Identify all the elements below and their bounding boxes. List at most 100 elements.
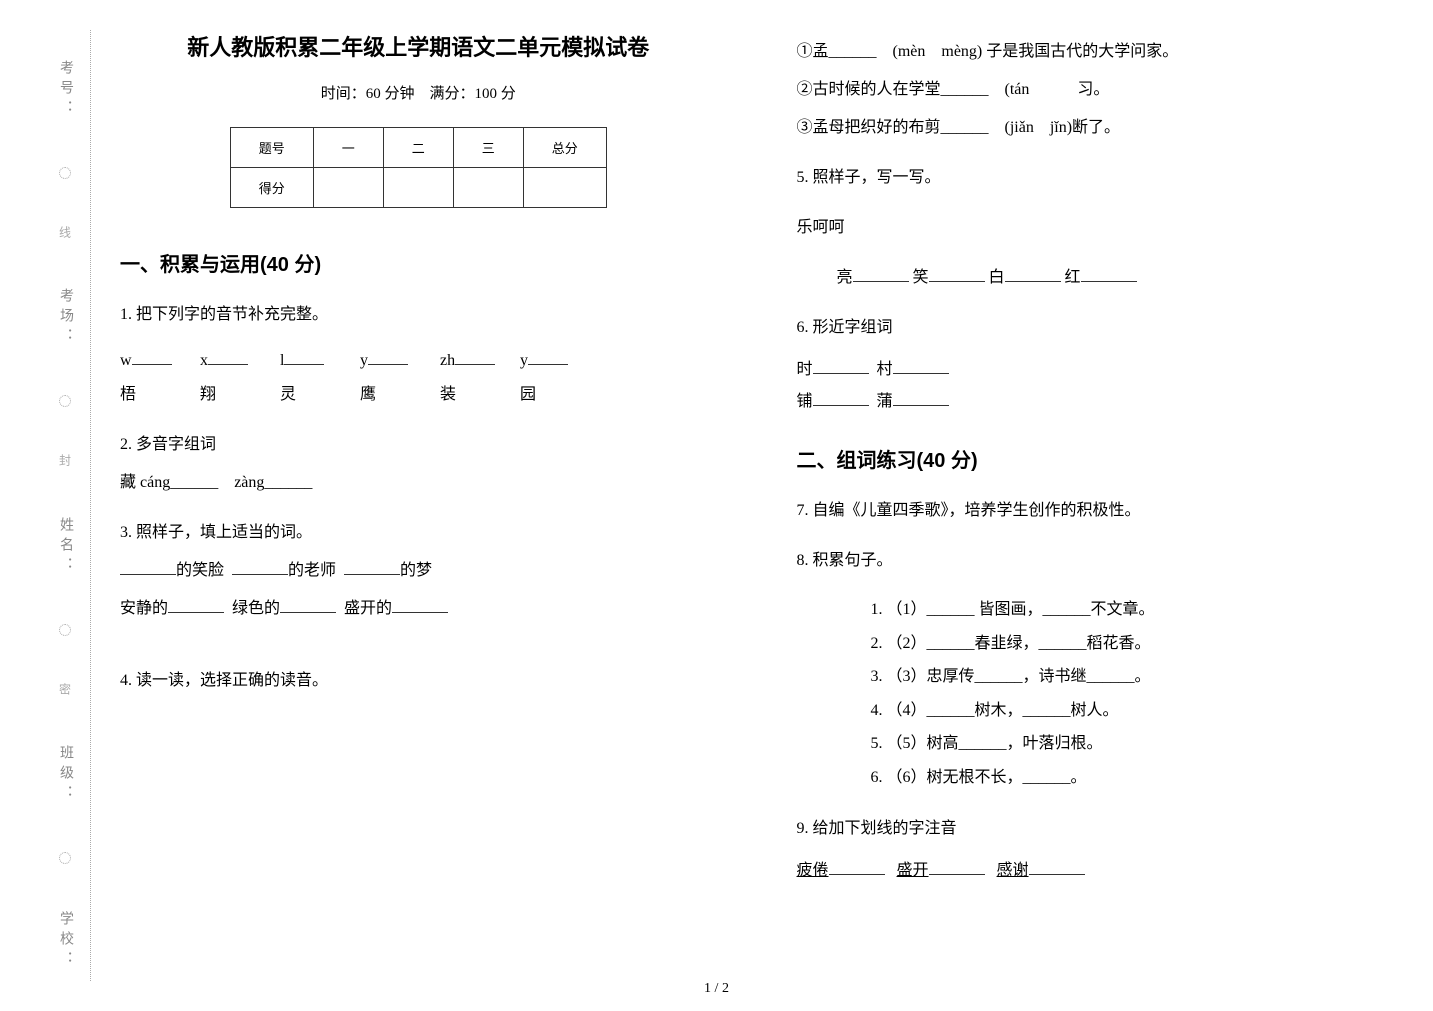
question-5: 5. 照样子，写一写。 乐呵呵 亮 笑 白 红 (797, 162, 1394, 294)
th-2: 二 (383, 128, 453, 168)
blank[interactable] (813, 390, 869, 406)
left-column: 新人教版积累二年级上学期语文二单元模拟试卷 时间：60 分钟 满分：100 分 … (120, 30, 717, 971)
blank[interactable] (344, 559, 400, 575)
q4-line-1: ①孟______ (mèn mèng) 子是我国古代的大学问家。 (797, 36, 1394, 68)
dotword-seal: 封 (57, 454, 74, 474)
table-row: 题号 一 二 三 总分 (230, 128, 606, 168)
binding-circle (59, 395, 71, 407)
q9-num: 9. (797, 820, 809, 837)
score-cell (313, 168, 383, 208)
blank[interactable] (1029, 859, 1085, 875)
blank[interactable] (392, 597, 448, 613)
list-item: （2）______春韭绿，______稻花香。 (887, 627, 1394, 661)
q5-char: 红 (1065, 269, 1081, 286)
binding-circle (59, 167, 71, 179)
pinyin-item: zh 装 (440, 345, 496, 411)
blank[interactable] (455, 349, 495, 365)
page-body: 新人教版积累二年级上学期语文二单元模拟试卷 时间：60 分钟 满分：100 分 … (120, 30, 1393, 971)
blank[interactable] (829, 859, 885, 875)
pinyin-item: y 鹰 (360, 345, 416, 411)
q4-num: 4. (120, 672, 132, 689)
blank[interactable] (1005, 266, 1061, 282)
pinyin-letter: zh (440, 345, 455, 377)
blank[interactable] (893, 390, 949, 406)
section-2-heading: 二、组词练习(40 分) (797, 444, 1394, 473)
blank[interactable] (168, 597, 224, 613)
blank[interactable] (1081, 266, 1137, 282)
pinyin-char: 园 (520, 379, 536, 411)
row-label: 得分 (230, 168, 313, 208)
th-total: 总分 (523, 128, 606, 168)
page-number: 1 / 2 (704, 981, 729, 997)
binding-circle (59, 624, 71, 636)
score-cell (453, 168, 523, 208)
pinyin-item: l 灵 (280, 345, 336, 411)
q4-text: 读一读，选择正确的读音。 (136, 672, 328, 689)
blank[interactable] (368, 349, 408, 365)
q9-word: 感谢 (997, 862, 1029, 879)
question-4: 4. 读一读，选择正确的读音。 (120, 665, 717, 697)
q3-part: 的笑脸 (176, 562, 224, 579)
blank[interactable] (853, 266, 909, 282)
label-school: 学校： (55, 911, 75, 971)
q3-part: 的老师 (288, 562, 336, 579)
question-3: 3. 照样子，填上适当的词。 的笑脸 的老师 的梦 安静的 绿色的 盛开的 (120, 517, 717, 625)
q6-char: 铺 (797, 393, 813, 410)
blank[interactable] (132, 349, 172, 365)
q2-line: 藏 cáng______ zàng______ (120, 467, 717, 499)
q1-num: 1. (120, 306, 132, 323)
pinyin-item: y 园 (520, 345, 576, 411)
list-item: （1）______ 皆图画，______不文章。 (887, 593, 1394, 627)
question-6: 6. 形近字组词 时 村 铺 蒲 (797, 312, 1394, 418)
q7-text: 自编《儿童四季歌》，培养学生创作的积极性。 (813, 502, 1141, 519)
list-item: （6）树无根不长，______。 (887, 761, 1394, 795)
pinyin-char: 梧 (120, 379, 136, 411)
q2-text: 多音字组词 (136, 436, 216, 453)
q5-num: 5. (797, 169, 809, 186)
q6-char: 蒲 (877, 393, 893, 410)
exam-subtitle: 时间：60 分钟 满分：100 分 (120, 82, 717, 103)
blank[interactable] (528, 349, 568, 365)
blank[interactable] (280, 597, 336, 613)
q8-list: （1）______ 皆图画，______不文章。 （2）______春韭绿，__… (887, 593, 1394, 795)
q6-char: 时 (797, 361, 813, 378)
th-3: 三 (453, 128, 523, 168)
q9-word: 盛开 (897, 862, 929, 879)
q1-text: 把下列字的音节补充完整。 (136, 306, 328, 323)
pinyin-letter: w (120, 345, 132, 377)
q3-part: 安静的 (120, 600, 168, 617)
q3-part: 盛开的 (344, 600, 392, 617)
blank[interactable] (120, 559, 176, 575)
binding-circle (59, 852, 71, 864)
pinyin-letter: y (360, 345, 368, 377)
q2-num: 2. (120, 436, 132, 453)
question-7: 7. 自编《儿童四季歌》，培养学生创作的积极性。 (797, 495, 1394, 527)
binding-dotted-line (90, 30, 91, 981)
table-row: 得分 (230, 168, 606, 208)
binding-strip: 考号： 线 考场： 封 姓名： 密 班级： 学校： (50, 60, 80, 971)
q3-part: 绿色的 (232, 600, 280, 617)
question-4-lines: ①孟______ (mèn mèng) 子是我国古代的大学问家。 ②古时候的人在… (797, 36, 1394, 144)
question-1: 1. 把下列字的音节补充完整。 w 梧 x 翔 l 灵 y 鹰 (120, 299, 717, 411)
pinyin-char: 灵 (280, 379, 296, 411)
pinyin-char: 翔 (200, 379, 216, 411)
blank[interactable] (929, 859, 985, 875)
blank[interactable] (893, 358, 949, 374)
label-name: 姓名： (55, 517, 75, 577)
q7-num: 7. (797, 502, 809, 519)
q9-word: 疲倦 (797, 862, 829, 879)
blank[interactable] (232, 559, 288, 575)
list-item: （4）______树木，______树人。 (887, 694, 1394, 728)
q6-text: 形近字组词 (813, 319, 893, 336)
q4-line-2: ②古时候的人在学堂______ (tán 习。 (797, 74, 1394, 106)
blank[interactable] (208, 349, 248, 365)
q8-text: 积累句子。 (813, 552, 893, 569)
section-1-heading: 一、积累与运用(40 分) (120, 248, 717, 277)
blank[interactable] (929, 266, 985, 282)
q9-text: 给加下划线的字注音 (813, 820, 957, 837)
score-table: 题号 一 二 三 总分 得分 (230, 127, 607, 208)
blank[interactable] (284, 349, 324, 365)
exam-title: 新人教版积累二年级上学期语文二单元模拟试卷 (120, 30, 717, 62)
q3-part: 的梦 (400, 562, 432, 579)
blank[interactable] (813, 358, 869, 374)
